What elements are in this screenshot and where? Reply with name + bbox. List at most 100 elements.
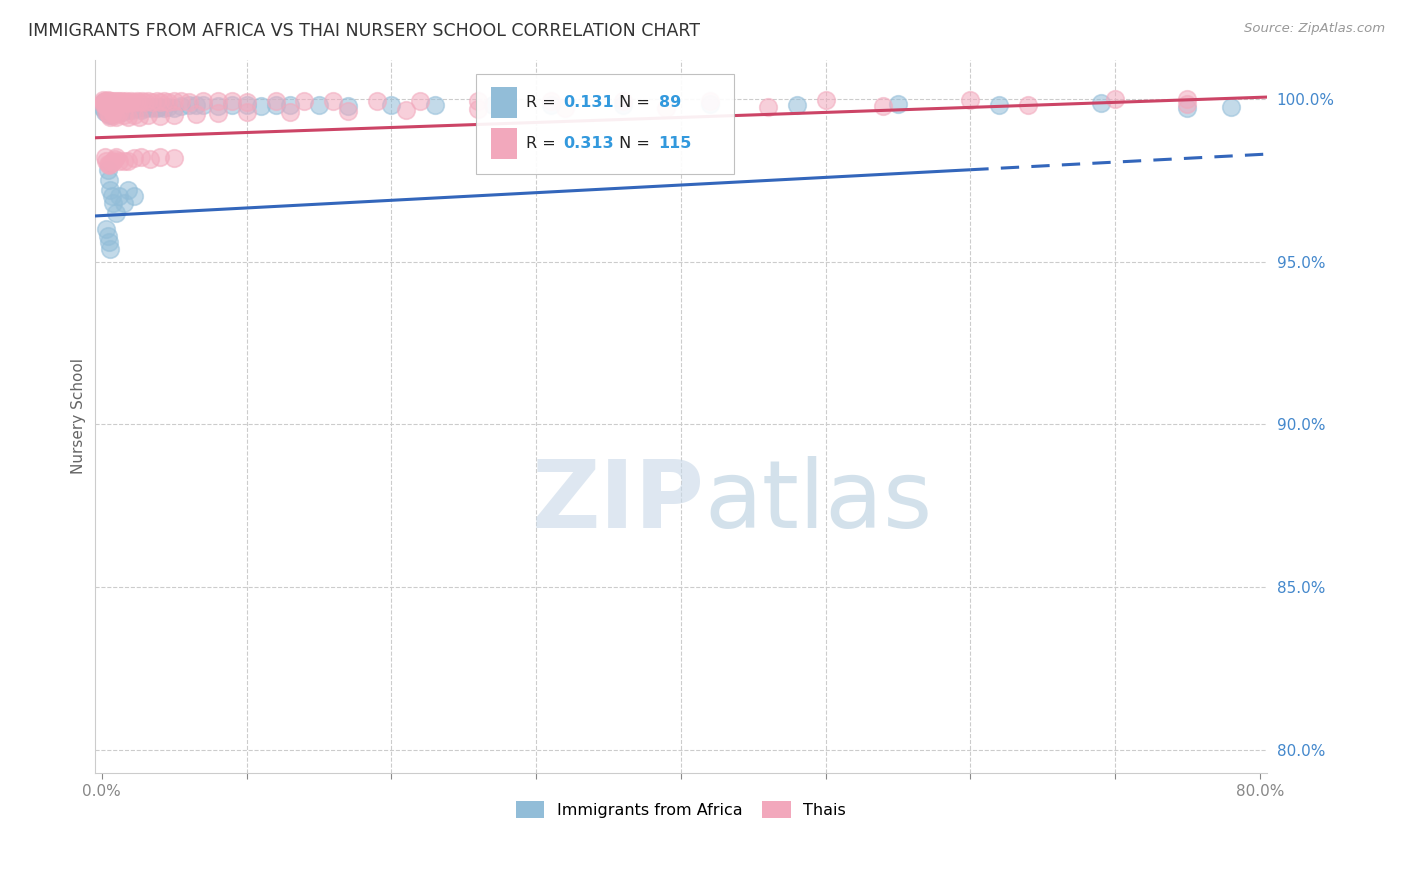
Point [149,95,172,109]
Point [170,95,193,109]
Point [278,97,301,112]
Point [153,95,176,109]
Point [191,98,214,112]
Point [121,103,143,117]
Point [699,96,721,111]
Point [278,104,301,119]
Point [814,93,837,107]
Point [120,100,142,114]
Point [540,95,562,109]
Point [101,96,124,111]
Point [136,95,159,109]
Point [149,150,172,164]
Point [105,95,128,110]
Point [115,102,138,116]
Point [149,109,172,123]
Point [100,157,122,171]
Point [108,106,131,120]
Point [118,102,141,116]
Point [111,104,134,119]
Point [97,163,120,178]
Point [129,103,152,117]
Point [114,103,136,117]
Point [101,104,124,119]
Point [149,100,172,114]
Point [100,97,122,112]
Point [699,95,721,109]
Point [105,95,128,109]
Point [207,95,229,109]
Point [612,95,634,109]
Point [93,98,115,112]
Point [163,95,186,109]
Point [91,93,114,107]
Point [105,110,128,124]
Point [111,95,134,109]
Point [105,103,128,117]
Point [97,157,120,171]
Point [91,95,114,109]
Text: 0.131: 0.131 [564,95,614,110]
Point [100,95,122,109]
Text: R =: R = [526,95,561,110]
Point [112,196,135,211]
Point [101,99,124,113]
Point [103,95,125,109]
Point [117,103,139,117]
Point [114,95,136,109]
Point [96,104,118,119]
Point [112,153,135,168]
Point [101,189,124,203]
Point [1177,96,1199,111]
Point [96,106,118,120]
Point [117,183,139,197]
Point [97,102,120,116]
Point [612,97,634,112]
Point [294,95,316,109]
Point [163,151,186,165]
Point [235,97,257,112]
Point [128,95,150,109]
Point [872,99,894,113]
Text: atlas: atlas [704,456,932,548]
Point [100,110,122,124]
Point [96,103,118,117]
Point [1219,100,1241,114]
Point [138,152,160,166]
Point [221,98,243,112]
Point [134,102,156,116]
Point [100,183,122,197]
Point [100,95,122,110]
Point [157,95,180,109]
Point [100,95,122,109]
Point [96,99,118,113]
Point [103,95,125,110]
Y-axis label: Nursery School: Nursery School [72,359,86,475]
Point [467,95,489,109]
Point [104,108,127,122]
Point [108,95,131,109]
Point [112,102,135,116]
Point [93,150,115,164]
Point [98,108,121,122]
Point [112,108,135,122]
Point [540,98,562,112]
Point [117,110,139,124]
Point [104,152,127,166]
Point [380,97,402,112]
Point [136,108,159,122]
Point [104,104,127,119]
Point [96,95,118,109]
Point [103,103,125,117]
Point [409,95,432,109]
Point [97,97,120,112]
Point [108,95,131,110]
Point [94,95,117,109]
Point [91,96,114,111]
Point [467,102,489,116]
Point [1177,102,1199,116]
Point [110,103,132,117]
Text: ZIP: ZIP [531,456,704,548]
Point [177,98,200,112]
Point [110,95,132,109]
